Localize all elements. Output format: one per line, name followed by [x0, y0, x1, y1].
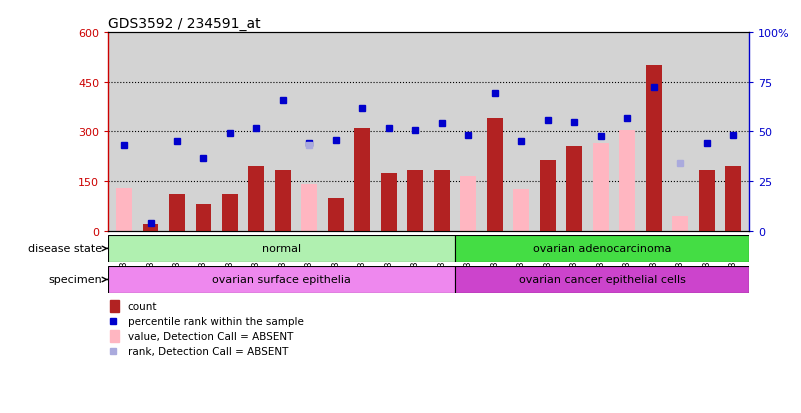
Bar	[108, 266, 455, 293]
Text: disease state: disease state	[27, 244, 107, 254]
Bar	[487, 119, 503, 231]
Bar	[328, 198, 344, 231]
Bar	[434, 170, 449, 231]
Bar	[646, 66, 662, 231]
Text: value, Detection Call = ABSENT: value, Detection Call = ABSENT	[127, 331, 293, 341]
Text: ovarian cancer epithelial cells: ovarian cancer epithelial cells	[519, 275, 686, 285]
Bar	[725, 167, 741, 231]
Bar	[455, 266, 749, 293]
Text: percentile rank within the sample: percentile rank within the sample	[127, 316, 304, 326]
Bar	[461, 177, 477, 231]
Bar	[222, 195, 238, 231]
Bar	[566, 147, 582, 231]
Bar	[248, 167, 264, 231]
Text: count: count	[127, 301, 157, 311]
Bar	[301, 185, 317, 231]
Text: GDS3592 / 234591_at: GDS3592 / 234591_at	[108, 17, 261, 31]
Bar	[110, 300, 119, 313]
Text: normal: normal	[262, 244, 301, 254]
Bar	[455, 235, 749, 262]
Bar	[169, 195, 185, 231]
Bar	[672, 216, 688, 231]
Bar	[593, 144, 609, 231]
Bar	[619, 131, 635, 231]
Text: ovarian surface epithelia: ovarian surface epithelia	[212, 275, 351, 285]
Bar	[698, 170, 714, 231]
Bar	[408, 170, 423, 231]
Bar	[275, 170, 291, 231]
Text: ovarian adenocarcinoma: ovarian adenocarcinoma	[533, 244, 671, 254]
Bar	[540, 160, 556, 231]
Bar	[195, 205, 211, 231]
Bar	[143, 225, 159, 231]
Text: rank, Detection Call = ABSENT: rank, Detection Call = ABSENT	[127, 346, 288, 356]
Bar	[110, 330, 119, 342]
Bar	[116, 188, 132, 231]
Bar	[108, 235, 455, 262]
Bar	[513, 190, 529, 231]
Text: specimen: specimen	[48, 275, 107, 285]
Bar	[380, 173, 396, 231]
Bar	[354, 129, 370, 231]
